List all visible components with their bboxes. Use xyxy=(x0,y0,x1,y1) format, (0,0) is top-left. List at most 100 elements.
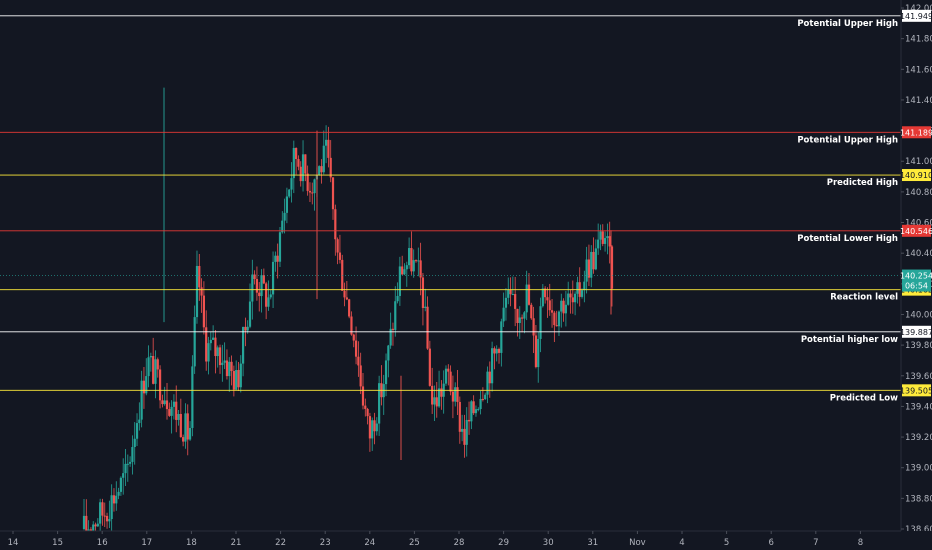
level-label: Potential higher low xyxy=(801,335,898,345)
candle-body xyxy=(444,368,448,384)
candle xyxy=(248,283,252,329)
candle-body xyxy=(603,238,607,244)
candle-body xyxy=(546,297,549,301)
candle xyxy=(509,277,512,307)
candle-body xyxy=(253,274,256,280)
price-level[interactable]: Potential Upper High xyxy=(0,131,901,145)
candle xyxy=(327,126,330,168)
candle-body xyxy=(470,401,473,422)
price-level[interactable]: Predicted High xyxy=(0,174,901,188)
level-label: Reaction level xyxy=(830,293,898,303)
candle-body xyxy=(440,388,443,397)
candle xyxy=(140,370,143,428)
candle-body xyxy=(216,347,219,357)
candle xyxy=(343,282,346,307)
level-price-label: 139.887 xyxy=(900,328,932,337)
candle-body xyxy=(168,409,171,416)
candle-body xyxy=(373,420,376,432)
level-label: Potential Upper High xyxy=(797,135,898,145)
time-axis[interactable]: 14 15 16 17 18 21 22 23 24 25 28 29 30 31 Nov 4 5 6 7 8 xyxy=(0,530,932,550)
candle-body xyxy=(329,157,332,178)
candle-body xyxy=(223,360,226,363)
candle xyxy=(417,247,420,277)
candle xyxy=(562,298,565,322)
price-level[interactable]: Reaction level xyxy=(0,289,901,303)
candle-body xyxy=(260,275,263,297)
level-label: Predicted High xyxy=(827,178,898,188)
candle xyxy=(364,398,367,417)
candle xyxy=(530,302,533,320)
candle xyxy=(382,374,385,415)
candle-body xyxy=(557,311,561,327)
candle-body xyxy=(387,345,390,361)
price-level[interactable]: Potential Lower High xyxy=(0,230,901,244)
candle-body xyxy=(258,292,261,297)
candle-body xyxy=(507,289,510,298)
candle-body xyxy=(467,419,471,422)
candle-body xyxy=(435,397,438,407)
candle-body xyxy=(188,427,192,440)
candle xyxy=(555,310,558,327)
candle xyxy=(599,224,602,251)
candle-body xyxy=(288,189,291,197)
candle-body xyxy=(156,359,159,370)
candle xyxy=(265,281,268,320)
candle xyxy=(560,293,563,328)
time-tick-label: 28 xyxy=(454,538,465,548)
time-tick-label: 4 xyxy=(679,538,684,548)
price-level[interactable]: Potential higher low xyxy=(0,331,901,345)
candle xyxy=(313,178,316,211)
price-axis[interactable]: 142.000141.800141.600141.400141.200141.0… xyxy=(900,0,932,550)
candle-body xyxy=(179,413,182,438)
candle-body xyxy=(567,293,570,305)
candle-body xyxy=(290,178,293,190)
candle-body xyxy=(486,371,489,395)
candle xyxy=(177,409,180,426)
candle xyxy=(182,434,185,447)
candle-body xyxy=(571,297,574,303)
candle xyxy=(269,289,272,300)
candle-body xyxy=(101,502,104,516)
candle xyxy=(306,165,309,196)
candle-body xyxy=(514,294,517,309)
candle-body xyxy=(214,337,217,357)
price-tick-label: 142.000 xyxy=(905,4,932,14)
candle-body xyxy=(414,260,418,262)
candle-body xyxy=(474,409,478,414)
candle xyxy=(603,231,607,252)
price-level[interactable]: Predicted Low xyxy=(0,389,901,403)
time-tick-label: 24 xyxy=(364,538,375,548)
candle xyxy=(608,221,611,264)
candle-body xyxy=(359,365,362,387)
candle-body xyxy=(133,438,136,448)
candle xyxy=(168,402,171,417)
candle-body xyxy=(530,304,533,319)
candle xyxy=(514,277,517,327)
candle xyxy=(541,284,544,308)
candle xyxy=(412,249,415,278)
candle-body xyxy=(354,340,358,357)
time-axis-bg xyxy=(0,531,932,550)
candle xyxy=(200,278,203,313)
candle-body xyxy=(230,361,233,372)
candle xyxy=(163,386,166,406)
candle-body xyxy=(297,159,300,167)
candle xyxy=(115,481,118,511)
candle-body xyxy=(520,317,524,319)
candle xyxy=(108,500,111,528)
candle xyxy=(138,402,141,431)
candle xyxy=(414,259,418,263)
candle-body xyxy=(412,260,415,272)
candle-body xyxy=(601,231,604,244)
candle-body xyxy=(500,321,503,353)
price-level[interactable]: Potential Upper High xyxy=(0,15,901,29)
candle-body xyxy=(304,154,307,174)
candle-body xyxy=(115,495,118,504)
candle-body xyxy=(463,428,466,445)
candle xyxy=(184,403,187,449)
candle xyxy=(152,337,155,385)
candle-body xyxy=(147,357,150,377)
candle-body xyxy=(343,290,346,298)
candle xyxy=(191,355,194,437)
